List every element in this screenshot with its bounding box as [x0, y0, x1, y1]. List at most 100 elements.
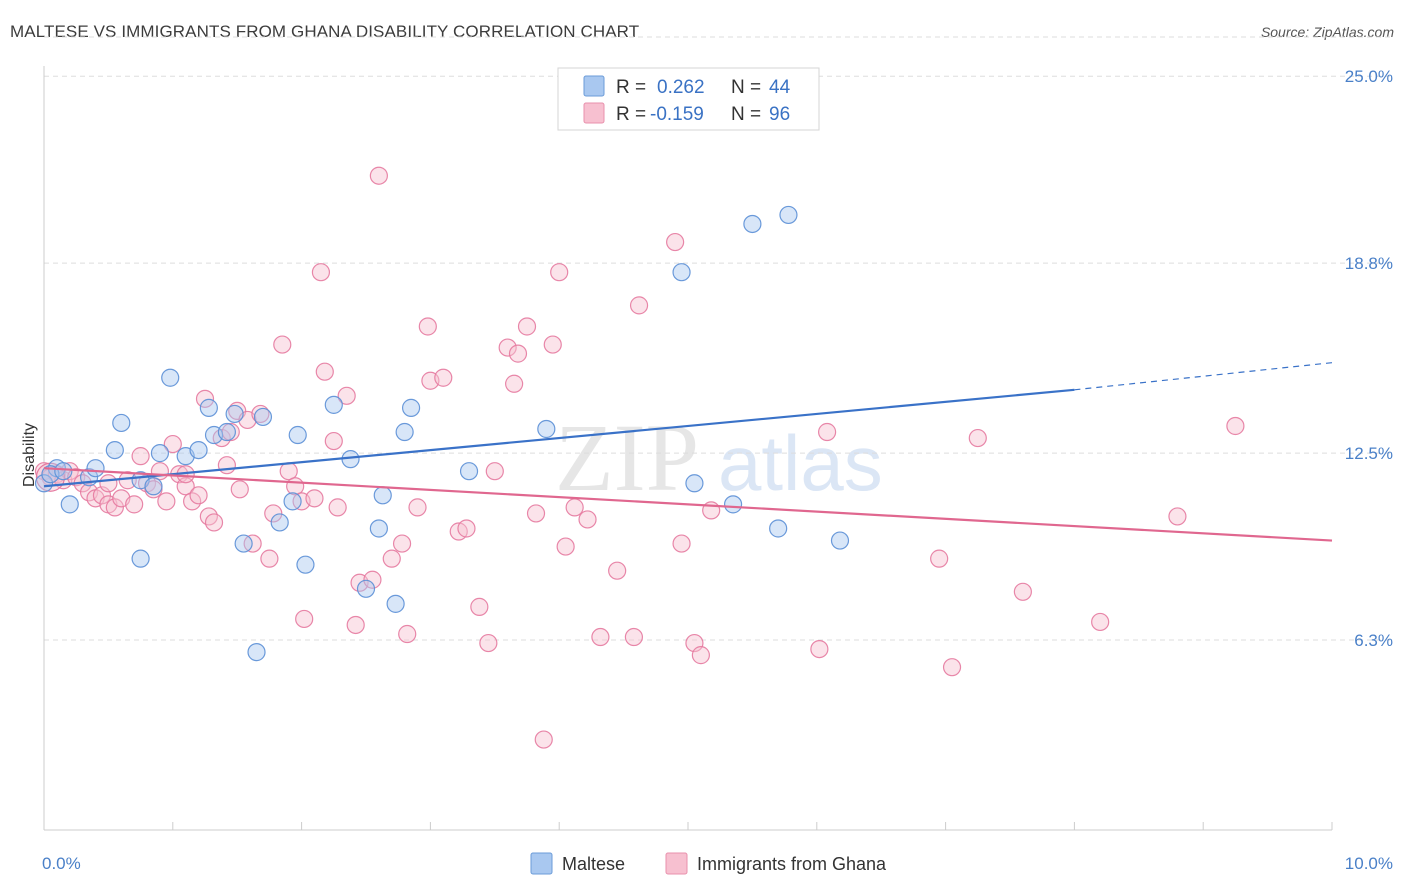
- maltese-point-43: [54, 462, 73, 481]
- maltese-point-9: [144, 477, 163, 496]
- maltese-point-25: [324, 395, 343, 414]
- legend-n-value-maltese: 44: [769, 77, 791, 98]
- ghana-point-46: [324, 431, 343, 451]
- ghana-point-93: [1226, 416, 1245, 436]
- ghana-point-76: [591, 627, 610, 647]
- maltese-point-23: [288, 425, 307, 445]
- ghana-point-54: [392, 534, 412, 553]
- ghana-point-18: [150, 462, 170, 481]
- trend-line-maltese-extension: [1074, 362, 1333, 391]
- maltese-point-5: [105, 440, 124, 460]
- ghana-point-45: [315, 362, 334, 381]
- chart-title: MALTESE VS IMMIGRANTS FROM GHANA DISABIL…: [10, 22, 640, 41]
- ghana-point-86: [818, 422, 837, 442]
- maltese-point-13: [189, 440, 208, 460]
- maltese-point-28: [369, 519, 388, 538]
- legend-r-value-maltese: 0.262: [657, 77, 705, 98]
- x-tick-label-0: 0.0%: [42, 854, 81, 873]
- ghana-point-25: [195, 389, 215, 408]
- maltese-point-0: [34, 474, 54, 493]
- legend-swatch-ghana: [583, 102, 605, 124]
- ghana-point-78: [624, 627, 644, 647]
- ghana-point-69: [526, 504, 546, 523]
- y-tick-label-3: 25.0%: [1345, 67, 1393, 86]
- ghana-point-92: [1168, 507, 1187, 526]
- ghana-point-20: [163, 434, 182, 454]
- ghana-point-24: [189, 486, 208, 505]
- ghana-point-66: [505, 374, 524, 393]
- ghana-point-37: [264, 504, 283, 523]
- maltese-point-27: [356, 579, 376, 598]
- y-tick-label-2: 18.8%: [1345, 254, 1393, 273]
- ghana-point-40: [286, 477, 305, 496]
- ghana-point-31: [228, 401, 247, 421]
- ghana-point-61: [457, 519, 476, 538]
- ghana-point-65: [498, 338, 517, 357]
- ghana-point-70: [534, 730, 553, 749]
- ghana-point-68: [517, 317, 537, 336]
- maltese-point-41: [830, 531, 850, 550]
- maltese-point-36: [685, 474, 704, 493]
- trend-lines: [43, 362, 1333, 542]
- ghana-point-95: [99, 474, 118, 493]
- ghana-point-79: [629, 296, 649, 315]
- ghana-point-75: [578, 510, 597, 529]
- maltese-point-14: [199, 398, 218, 417]
- y-tick-label-1: 12.5%: [1345, 444, 1393, 463]
- maltese-point-19: [247, 643, 266, 662]
- ghana-point-87: [930, 549, 949, 568]
- ghana-point-81: [672, 534, 691, 553]
- maltese-point-40: [779, 205, 798, 225]
- bottom-legend: Maltese Immigrants from Ghana: [530, 852, 887, 875]
- bottom-legend-swatch-maltese: [530, 852, 553, 875]
- ghana-point-71: [543, 335, 562, 354]
- ghana-point-29: [217, 456, 236, 475]
- maltese-point-18: [234, 534, 253, 553]
- legend-r-label-ghana: R =: [616, 104, 646, 125]
- legend-r-value-ghana: -0.159: [650, 104, 704, 125]
- maltese-point-37: [723, 495, 743, 514]
- ghana-point-67: [508, 344, 528, 363]
- x-tick-label-1: 10.0%: [1345, 854, 1393, 873]
- ghana-point-36: [260, 549, 279, 568]
- ghana-point-32: [230, 480, 249, 499]
- ghana-point-38: [273, 335, 292, 354]
- ghana-point-72: [550, 263, 569, 282]
- ghana-point-42: [295, 609, 314, 629]
- trend-line-ghana: [43, 467, 1333, 542]
- maltese-point-16: [217, 422, 236, 442]
- ghana-point-90: [1013, 582, 1032, 601]
- maltese-point-8: [131, 549, 150, 568]
- series-maltese-points: [34, 205, 850, 662]
- ghana-point-85: [810, 639, 829, 659]
- ghana-point-64: [485, 462, 504, 481]
- ghana-point-62: [470, 597, 489, 616]
- x-tick-marks: [172, 822, 1333, 830]
- maltese-point-6: [112, 413, 131, 433]
- watermark-zip: ZIP: [555, 404, 699, 511]
- ghana-point-35: [251, 404, 270, 424]
- maltese-point-33: [459, 462, 479, 481]
- y-axis-label: Disability: [21, 423, 38, 487]
- ghana-point-27: [204, 513, 224, 532]
- legend-swatch-maltese: [583, 75, 605, 97]
- ghana-point-74: [565, 498, 584, 517]
- ghana-point-43: [305, 489, 324, 508]
- ghana-point-53: [382, 549, 401, 568]
- ghana-point-83: [691, 646, 710, 665]
- watermark-atlas: atlas: [718, 419, 883, 507]
- ghana-point-47: [328, 498, 347, 517]
- maltese-point-10: [150, 444, 170, 463]
- legend-r-label-maltese: R =: [616, 77, 646, 98]
- ghana-point-44: [311, 263, 331, 282]
- maltese-point-31: [395, 422, 414, 442]
- maltese-point-24: [296, 555, 315, 574]
- maltese-point-17: [225, 404, 244, 424]
- ghana-point-91: [1091, 612, 1110, 632]
- ghana-point-14: [125, 495, 144, 514]
- ghana-point-56: [408, 498, 427, 517]
- legend-n-label-maltese: N =: [731, 77, 761, 98]
- legend-n-label-ghana: N =: [731, 104, 761, 125]
- maltese-point-4: [86, 459, 105, 478]
- maltese-point-30: [386, 594, 405, 613]
